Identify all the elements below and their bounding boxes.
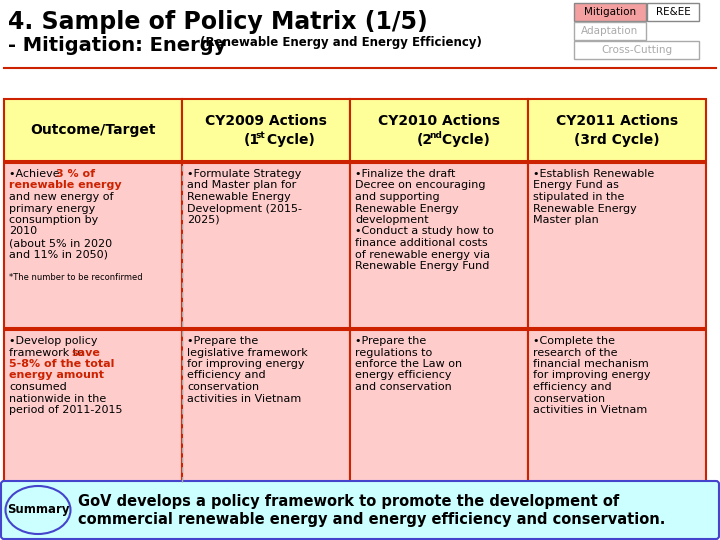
Text: Development (2015-: Development (2015-	[187, 204, 302, 213]
Text: CY2010 Actions: CY2010 Actions	[378, 114, 500, 128]
Text: CY2011 Actions: CY2011 Actions	[556, 114, 678, 128]
Text: (3rd Cycle): (3rd Cycle)	[574, 133, 660, 147]
FancyBboxPatch shape	[574, 41, 699, 59]
Text: stipulated in the: stipulated in the	[533, 192, 624, 202]
FancyBboxPatch shape	[350, 99, 528, 161]
Text: enforce the Law on: enforce the Law on	[355, 359, 462, 369]
Text: (Renewable Energy and Energy Efficiency): (Renewable Energy and Energy Efficiency)	[196, 36, 482, 49]
Text: •Establish Renewable: •Establish Renewable	[533, 169, 654, 179]
Text: Decree on encouraging: Decree on encouraging	[355, 180, 485, 191]
FancyBboxPatch shape	[4, 99, 182, 161]
Text: commercial renewable energy and energy efficiency and conservation.: commercial renewable energy and energy e…	[78, 512, 665, 527]
Text: for improving energy: for improving energy	[187, 359, 305, 369]
Text: period of 2011-2015: period of 2011-2015	[9, 405, 122, 415]
Text: conservation: conservation	[533, 394, 605, 403]
Text: 4. Sample of Policy Matrix (1/5): 4. Sample of Policy Matrix (1/5)	[8, 10, 428, 34]
FancyBboxPatch shape	[1, 481, 719, 539]
Text: regulations to: regulations to	[355, 348, 432, 357]
Text: •Prepare the: •Prepare the	[187, 336, 258, 346]
Text: •Achieve: •Achieve	[9, 169, 63, 179]
Text: 2025): 2025)	[187, 215, 220, 225]
Text: nationwide in the: nationwide in the	[9, 394, 107, 403]
FancyBboxPatch shape	[182, 330, 350, 482]
Text: activities in Vietnam: activities in Vietnam	[187, 394, 301, 403]
Text: •Complete the: •Complete the	[533, 336, 615, 346]
Text: research of the: research of the	[533, 348, 618, 357]
Text: activities in Vietnam: activities in Vietnam	[533, 405, 647, 415]
Text: Master plan: Master plan	[533, 215, 599, 225]
FancyBboxPatch shape	[4, 330, 182, 482]
Text: •Conduct a study how to: •Conduct a study how to	[355, 226, 494, 237]
Text: CY2009 Actions: CY2009 Actions	[205, 114, 327, 128]
Text: RE&EE: RE&EE	[656, 7, 690, 17]
Text: energy efficiency: energy efficiency	[355, 370, 451, 381]
Text: legislative framework: legislative framework	[187, 348, 307, 357]
Text: and 11% in 2050): and 11% in 2050)	[9, 249, 108, 260]
Text: GoV develops a policy framework to promote the development of: GoV develops a policy framework to promo…	[78, 494, 619, 509]
Text: of renewable energy via: of renewable energy via	[355, 249, 490, 260]
Text: and new energy of: and new energy of	[9, 192, 114, 202]
Text: Renewable Energy: Renewable Energy	[355, 204, 459, 213]
FancyBboxPatch shape	[350, 163, 528, 328]
FancyBboxPatch shape	[182, 99, 350, 161]
Text: •Develop policy: •Develop policy	[9, 336, 97, 346]
Text: efficiency and: efficiency and	[533, 382, 611, 392]
Text: Renewable Energy: Renewable Energy	[187, 192, 291, 202]
Text: 3 % of: 3 % of	[56, 169, 95, 179]
Text: Mitigation: Mitigation	[584, 7, 636, 17]
FancyBboxPatch shape	[182, 163, 350, 328]
Text: Outcome/Target: Outcome/Target	[30, 123, 156, 137]
Text: - Mitigation: Energy: - Mitigation: Energy	[8, 36, 226, 55]
Text: primary energy: primary energy	[9, 204, 95, 213]
Text: nd: nd	[429, 132, 442, 140]
Text: conservation: conservation	[187, 382, 259, 392]
Text: 2010: 2010	[9, 226, 37, 237]
Text: finance additional costs: finance additional costs	[355, 238, 487, 248]
FancyBboxPatch shape	[574, 3, 646, 21]
Text: efficiency and: efficiency and	[187, 370, 266, 381]
Text: consumption by: consumption by	[9, 215, 98, 225]
Text: (1: (1	[244, 133, 260, 147]
Text: st: st	[256, 132, 266, 140]
Text: (about 5% in 2020: (about 5% in 2020	[9, 238, 112, 248]
Text: Cross-Cutting: Cross-Cutting	[601, 45, 672, 55]
Text: renewable energy: renewable energy	[9, 180, 122, 191]
Text: *The number to be reconfirmed: *The number to be reconfirmed	[9, 273, 143, 281]
Text: consumed: consumed	[9, 382, 67, 392]
Text: •Formulate Strategy: •Formulate Strategy	[187, 169, 302, 179]
Text: development: development	[355, 215, 428, 225]
Text: and Master plan for: and Master plan for	[187, 180, 296, 191]
Text: financial mechanism: financial mechanism	[533, 359, 649, 369]
Text: Adaptation: Adaptation	[581, 26, 639, 36]
Text: Summary: Summary	[6, 503, 69, 516]
Text: save: save	[71, 348, 100, 357]
Text: Renewable Energy: Renewable Energy	[533, 204, 636, 213]
Text: Cycle): Cycle)	[262, 133, 315, 147]
FancyBboxPatch shape	[647, 3, 699, 21]
FancyBboxPatch shape	[350, 330, 528, 482]
Text: 5-8% of the total: 5-8% of the total	[9, 359, 114, 369]
FancyBboxPatch shape	[4, 163, 182, 328]
Text: Energy Fund as: Energy Fund as	[533, 180, 619, 191]
FancyBboxPatch shape	[574, 22, 646, 40]
Ellipse shape	[6, 486, 71, 534]
Text: and supporting: and supporting	[355, 192, 440, 202]
Text: and conservation: and conservation	[355, 382, 451, 392]
Text: for improving energy: for improving energy	[533, 370, 650, 381]
Text: Cycle): Cycle)	[437, 133, 490, 147]
Text: (2: (2	[417, 133, 433, 147]
Text: framework to: framework to	[9, 348, 87, 357]
FancyBboxPatch shape	[528, 163, 706, 328]
FancyBboxPatch shape	[528, 99, 706, 161]
Text: •Finalize the draft: •Finalize the draft	[355, 169, 455, 179]
FancyBboxPatch shape	[528, 330, 706, 482]
Text: Renewable Energy Fund: Renewable Energy Fund	[355, 261, 490, 271]
Text: energy amount: energy amount	[9, 370, 104, 381]
Text: •Prepare the: •Prepare the	[355, 336, 426, 346]
